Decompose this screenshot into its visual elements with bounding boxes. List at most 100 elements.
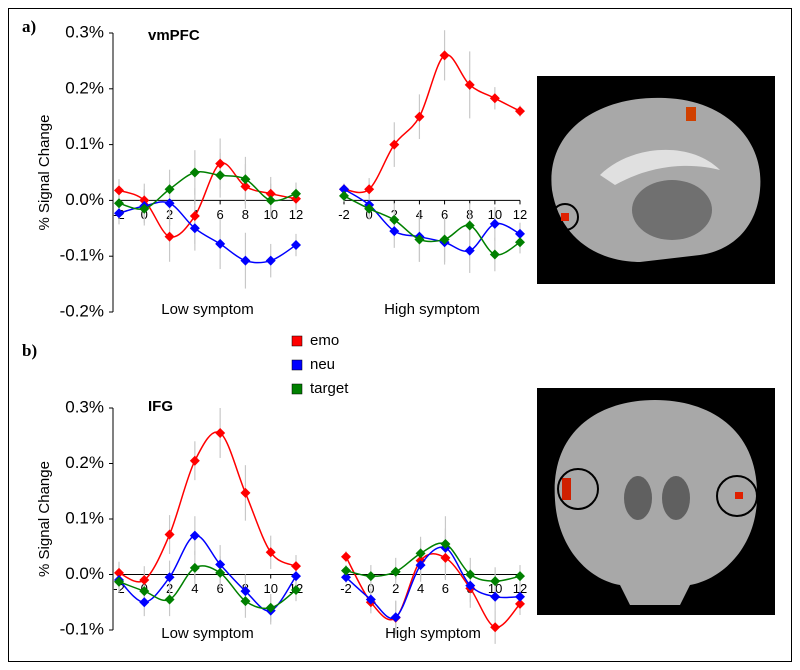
y-tick-label: 0.3%: [65, 397, 104, 416]
point-marker: [189, 167, 200, 178]
point-marker: [341, 572, 351, 583]
point-marker: [291, 193, 301, 204]
point-marker: [114, 576, 124, 587]
point-marker: [341, 551, 351, 562]
point-marker: [139, 586, 150, 597]
y-axis-label: % Signal Change: [36, 115, 53, 231]
x-tick-label: 10: [263, 581, 277, 596]
y-tick-label: 0.3%: [65, 22, 104, 41]
point-marker: [114, 208, 124, 219]
point-marker: [164, 572, 175, 583]
point-marker: [389, 214, 400, 225]
point-marker: [489, 218, 500, 229]
point-marker: [139, 195, 150, 206]
legend-label: neu: [310, 356, 335, 373]
brain-coronal: [537, 388, 775, 615]
x-tick-label: 4: [417, 581, 424, 596]
frame: [8, 8, 792, 662]
x-tick-label: -2: [338, 207, 350, 222]
panel-label: a): [22, 17, 36, 36]
legend-swatch: [291, 335, 303, 347]
y-axis-label: % Signal Change: [36, 461, 53, 577]
point-marker: [265, 195, 276, 206]
panel-title: IFG: [148, 398, 173, 415]
point-marker: [515, 237, 525, 248]
x-tick-label: 6: [441, 207, 448, 222]
point-marker: [291, 188, 301, 199]
point-marker: [390, 612, 401, 623]
y-tick-label: 0.0%: [65, 564, 104, 583]
point-marker: [240, 174, 251, 185]
point-marker: [189, 455, 200, 466]
point-marker: [464, 220, 475, 231]
point-marker: [291, 585, 301, 596]
y-tick-label: -0.2%: [60, 301, 104, 320]
point-marker: [265, 255, 276, 266]
point-marker: [515, 598, 525, 609]
point-marker: [240, 181, 251, 192]
legend-swatch: [291, 383, 303, 395]
point-marker: [265, 547, 276, 558]
point-marker: [390, 566, 401, 577]
point-marker: [439, 50, 450, 61]
point-marker: [365, 571, 376, 582]
point-marker: [515, 106, 525, 117]
point-marker: [415, 560, 426, 571]
y-tick-label: 0.2%: [65, 453, 104, 472]
point-marker: [365, 594, 376, 605]
point-marker: [240, 596, 251, 607]
point-marker: [515, 228, 525, 239]
point-marker: [415, 548, 426, 559]
point-marker: [364, 184, 375, 195]
point-marker: [189, 562, 200, 573]
point-marker: [465, 580, 476, 591]
x-axis-label: Low symptom: [161, 301, 254, 318]
point-marker: [341, 565, 351, 576]
point-marker: [114, 198, 124, 209]
point-marker: [490, 591, 501, 602]
y-tick-label: 0.1%: [65, 508, 104, 527]
legend-label: emo: [310, 332, 339, 349]
point-marker: [464, 245, 475, 256]
y-tick-label: 0.0%: [65, 190, 104, 209]
point-marker: [464, 79, 475, 90]
point-marker: [215, 158, 226, 169]
point-marker: [240, 586, 251, 597]
point-marker: [164, 184, 175, 195]
y-tick-label: 0.1%: [65, 134, 104, 153]
point-marker: [265, 188, 276, 199]
point-marker: [114, 567, 124, 578]
x-axis-label: High symptom: [384, 301, 480, 318]
point-marker: [440, 538, 451, 549]
legend-swatch: [291, 359, 303, 371]
point-marker: [439, 234, 450, 245]
point-marker: [139, 575, 150, 586]
point-marker: [189, 223, 200, 234]
series-line: [118, 431, 297, 583]
point-marker: [189, 211, 200, 222]
point-marker: [215, 238, 226, 249]
x-tick-label: 8: [242, 207, 249, 222]
point-marker: [339, 190, 349, 201]
point-marker: [465, 569, 476, 580]
point-marker: [489, 93, 500, 104]
point-marker: [265, 602, 276, 613]
point-marker: [291, 240, 301, 251]
y-tick-label: 0.2%: [65, 78, 104, 97]
x-tick-label: 2: [392, 581, 399, 596]
point-marker: [164, 529, 175, 540]
point-marker: [489, 249, 500, 260]
point-marker: [515, 571, 525, 582]
point-marker: [139, 597, 150, 608]
panel-title: vmPFC: [148, 27, 200, 44]
point-marker: [414, 111, 425, 122]
point-marker: [364, 203, 375, 214]
point-marker: [215, 567, 226, 578]
point-marker: [389, 226, 400, 237]
point-marker: [139, 203, 150, 214]
point-marker: [114, 185, 124, 196]
point-marker: [164, 231, 175, 242]
point-marker: [164, 198, 175, 209]
x-tick-label: 12: [513, 207, 527, 222]
